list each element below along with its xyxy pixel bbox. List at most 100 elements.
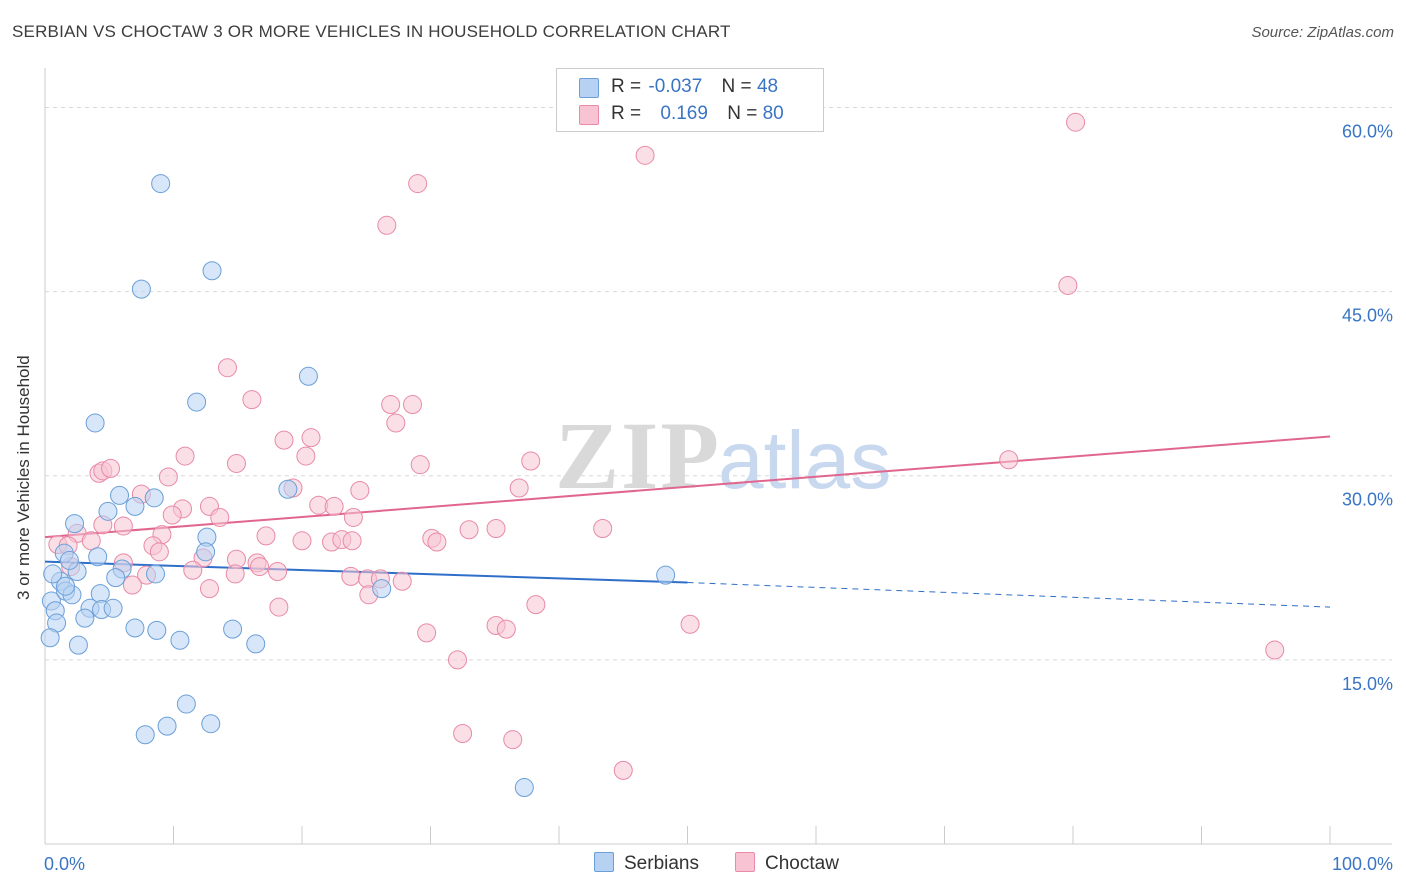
point-choctaw: [521, 451, 541, 471]
point-choctaw: [377, 215, 397, 235]
axes: [44, 68, 1392, 845]
point-serbians: [98, 501, 118, 521]
point-choctaw: [680, 614, 700, 634]
point-serbians: [59, 550, 79, 570]
legend-n-value-choctaw: 80: [762, 103, 784, 124]
y-tick-label: 60.0%: [1342, 121, 1393, 141]
point-choctaw: [453, 724, 473, 744]
point-choctaw: [593, 519, 613, 539]
point-choctaw: [1058, 275, 1078, 295]
point-serbians: [176, 694, 196, 714]
point-choctaw: [1066, 112, 1086, 132]
point-choctaw: [408, 174, 428, 194]
point-choctaw: [149, 542, 169, 562]
point-choctaw: [392, 571, 412, 591]
point-serbians: [146, 564, 166, 584]
point-choctaw: [509, 478, 529, 498]
point-choctaw: [324, 496, 344, 516]
point-choctaw: [225, 564, 245, 584]
watermark-zip: ZIP: [555, 402, 721, 509]
bottom-legend-label-serbians: Serbians: [624, 853, 699, 874]
y-axis-label: 3 or more Vehicles in Household: [14, 355, 33, 600]
legend-r-label: R =: [611, 103, 642, 124]
point-serbians: [43, 564, 63, 584]
correlation-legend: R = -0.037 N = 48 R = 0.169 N = 80: [556, 68, 824, 132]
point-choctaw: [486, 519, 506, 539]
point-choctaw: [268, 561, 288, 581]
x-tick-label-max: 100.0%: [1332, 854, 1393, 874]
point-choctaw: [175, 446, 195, 466]
point-serbians: [201, 714, 221, 734]
point-choctaw: [999, 450, 1019, 470]
point-serbians: [125, 618, 145, 638]
point-choctaw: [447, 650, 467, 670]
point-choctaw: [269, 597, 289, 617]
point-choctaw: [296, 446, 316, 466]
legend-n-label: N =: [721, 76, 752, 97]
bottom-legend-serbians: Serbians: [594, 852, 699, 875]
point-choctaw: [459, 520, 479, 540]
legend-r-value-choctaw: 0.169: [660, 103, 708, 124]
point-choctaw: [1265, 640, 1285, 660]
point-serbians: [135, 725, 155, 745]
point-choctaw: [226, 453, 246, 473]
trend-line-choctaw: [44, 435, 1331, 539]
point-serbians: [103, 598, 123, 618]
point-serbians: [246, 634, 266, 654]
point-serbians: [144, 488, 164, 508]
point-serbians: [202, 261, 222, 281]
point-choctaw: [250, 557, 270, 577]
y-tick-label: 15.0%: [1342, 674, 1393, 694]
point-choctaw: [526, 595, 546, 615]
point-choctaw: [350, 480, 370, 500]
point-choctaw: [496, 619, 516, 639]
point-choctaw: [343, 507, 363, 527]
point-choctaw: [274, 430, 294, 450]
point-choctaw: [217, 358, 237, 378]
tick-labels: 15.0% 30.0% 45.0% 60.0% 0.0% 100.0%: [44, 121, 1393, 874]
point-choctaw: [635, 145, 655, 165]
point-choctaw: [183, 560, 203, 580]
x-tick-label-min: 0.0%: [44, 854, 85, 874]
point-serbians: [125, 496, 145, 516]
chart-title: SERBIAN VS CHOCTAW 3 OR MORE VEHICLES IN…: [12, 22, 731, 41]
gridlines: [45, 106, 1392, 661]
point-serbians: [656, 565, 676, 585]
point-serbians: [88, 547, 108, 567]
point-serbians: [110, 485, 130, 505]
point-choctaw: [210, 507, 230, 527]
point-serbians: [372, 579, 392, 599]
legend-swatch-serbians: [579, 78, 599, 98]
point-serbians: [56, 576, 76, 596]
point-choctaw: [158, 467, 178, 487]
point-choctaw: [113, 516, 133, 536]
point-serbians: [223, 619, 243, 639]
source-label: Source: ZipAtlas.com: [1251, 24, 1394, 41]
point-serbians: [151, 174, 171, 194]
point-choctaw: [410, 455, 430, 475]
point-serbians: [68, 635, 88, 655]
point-choctaw: [613, 760, 633, 780]
point-serbians: [131, 279, 151, 299]
point-choctaw: [199, 579, 219, 599]
watermark: ZIP atlas: [555, 402, 891, 509]
point-choctaw: [101, 458, 121, 478]
point-choctaw: [503, 730, 523, 750]
point-serbians: [298, 366, 318, 386]
legend-swatch-choctaw: [579, 105, 599, 125]
y-tick-label: 30.0%: [1342, 490, 1393, 510]
point-choctaw: [417, 623, 437, 643]
point-serbians: [514, 778, 534, 798]
point-choctaw: [386, 413, 406, 433]
point-choctaw: [342, 531, 362, 551]
point-serbians: [147, 620, 167, 640]
point-serbians: [85, 413, 105, 433]
point-serbians: [157, 716, 177, 736]
point-serbians: [170, 630, 190, 650]
point-serbians: [106, 568, 126, 588]
point-choctaw: [381, 395, 401, 415]
point-choctaw: [301, 428, 321, 448]
legend-r-label: R =: [611, 76, 642, 97]
legend-r-value-serbians: -0.037: [648, 76, 703, 97]
data-points: [40, 112, 1285, 798]
